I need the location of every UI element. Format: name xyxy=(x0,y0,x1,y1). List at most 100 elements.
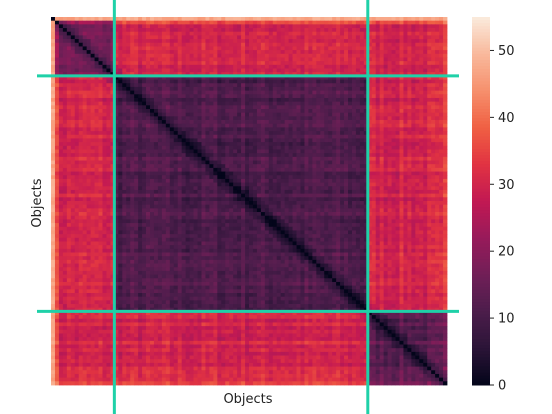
heatmap-cell xyxy=(58,86,64,91)
heatmap-cell xyxy=(142,94,147,99)
heatmap-cell xyxy=(399,120,404,125)
heatmap-cell xyxy=(300,20,305,25)
heatmap-cell xyxy=(252,112,258,117)
heatmap-cell xyxy=(371,145,377,150)
heatmap-cell xyxy=(225,164,230,169)
heatmap-cell xyxy=(423,64,428,69)
heatmap-cell xyxy=(387,156,392,161)
heatmap-cell xyxy=(237,131,242,136)
heatmap-cell xyxy=(245,116,250,121)
heatmap-cell xyxy=(245,197,250,202)
heatmap-cell xyxy=(355,46,361,51)
heatmap-cell xyxy=(62,171,68,176)
heatmap-cell xyxy=(197,189,202,195)
heatmap-cell xyxy=(328,86,333,91)
heatmap-cell xyxy=(78,145,84,150)
heatmap-cell xyxy=(110,72,115,77)
heatmap-cell xyxy=(189,17,194,22)
heatmap-cell xyxy=(78,142,84,147)
heatmap-cell xyxy=(351,86,357,91)
heatmap-cell xyxy=(304,61,309,66)
heatmap-cell xyxy=(106,186,111,191)
heatmap-cell xyxy=(169,112,175,117)
heatmap-cell xyxy=(340,112,345,117)
heatmap-cell xyxy=(58,50,64,55)
heatmap-cell xyxy=(260,123,266,128)
heatmap-cell xyxy=(320,28,325,33)
heatmap-cell xyxy=(62,175,68,180)
heatmap-cell xyxy=(157,57,163,62)
heatmap-cell xyxy=(260,134,266,139)
heatmap-cell xyxy=(201,79,206,84)
heatmap-cell xyxy=(431,46,436,51)
heatmap-cell xyxy=(78,171,84,176)
heatmap-cell xyxy=(193,145,198,150)
heatmap-cell xyxy=(153,123,159,128)
heatmap-cell xyxy=(102,186,107,191)
heatmap-cell xyxy=(328,39,333,44)
heatmap-cell xyxy=(443,90,448,95)
heatmap-cell xyxy=(157,116,163,121)
heatmap-cell xyxy=(439,182,444,187)
heatmap-cell xyxy=(237,134,242,139)
heatmap-cell xyxy=(233,64,238,69)
heatmap-cell xyxy=(363,105,369,110)
heatmap-cell xyxy=(312,64,317,69)
heatmap-cell xyxy=(126,149,131,154)
heatmap-cell xyxy=(134,175,139,180)
heatmap-cell xyxy=(419,79,424,84)
heatmap-cell xyxy=(411,167,416,172)
heatmap-cell xyxy=(134,20,139,25)
heatmap-cell xyxy=(304,189,309,195)
heatmap-cell xyxy=(189,127,194,132)
heatmap-cell xyxy=(296,138,301,143)
heatmap-cell xyxy=(229,86,234,91)
heatmap-cell xyxy=(181,123,187,128)
heatmap-cell xyxy=(383,31,388,36)
heatmap-cell xyxy=(78,134,84,139)
heatmap-cell xyxy=(114,127,119,132)
heatmap-cell xyxy=(375,75,381,80)
heatmap-cell xyxy=(221,186,226,191)
heatmap-cell xyxy=(443,153,448,158)
heatmap-cell xyxy=(423,178,428,183)
heatmap-cell xyxy=(268,116,274,121)
heatmap-cell xyxy=(153,120,159,125)
heatmap-cell xyxy=(344,164,349,169)
heatmap-cell xyxy=(90,83,95,88)
heatmap-cell xyxy=(138,101,143,106)
heatmap-cell xyxy=(173,105,179,110)
heatmap-cell xyxy=(70,160,76,165)
heatmap-cell xyxy=(304,145,309,150)
heatmap-cell xyxy=(185,53,190,58)
heatmap-cell xyxy=(403,79,408,84)
heatmap-cell xyxy=(106,156,111,161)
heatmap-cell xyxy=(411,149,416,154)
heatmap-cell xyxy=(375,46,381,51)
heatmap-cell xyxy=(411,17,416,22)
heatmap-cell xyxy=(241,116,246,121)
heatmap-cell xyxy=(70,105,76,110)
heatmap-cell xyxy=(423,24,428,29)
heatmap-cell xyxy=(114,57,119,62)
heatmap-cell xyxy=(272,193,278,198)
heatmap-cell xyxy=(142,17,147,22)
heatmap-cell xyxy=(379,112,385,117)
heatmap-cell xyxy=(102,134,107,139)
heatmap-cell xyxy=(344,171,349,176)
heatmap-cell xyxy=(332,83,337,88)
heatmap-cell xyxy=(213,42,218,47)
heatmap-cell xyxy=(359,79,365,84)
heatmap-cell xyxy=(197,31,202,36)
heatmap-cell xyxy=(110,64,115,69)
heatmap-cell xyxy=(276,182,282,187)
heatmap-cell xyxy=(363,120,369,125)
heatmap-cell xyxy=(94,83,99,88)
heatmap-cell xyxy=(439,123,444,128)
heatmap-cell xyxy=(304,35,309,40)
heatmap-cell xyxy=(189,193,194,198)
heatmap-cell xyxy=(252,164,258,169)
heatmap-cell xyxy=(399,123,404,128)
heatmap-cell xyxy=(110,53,115,58)
heatmap-cell xyxy=(367,116,373,121)
